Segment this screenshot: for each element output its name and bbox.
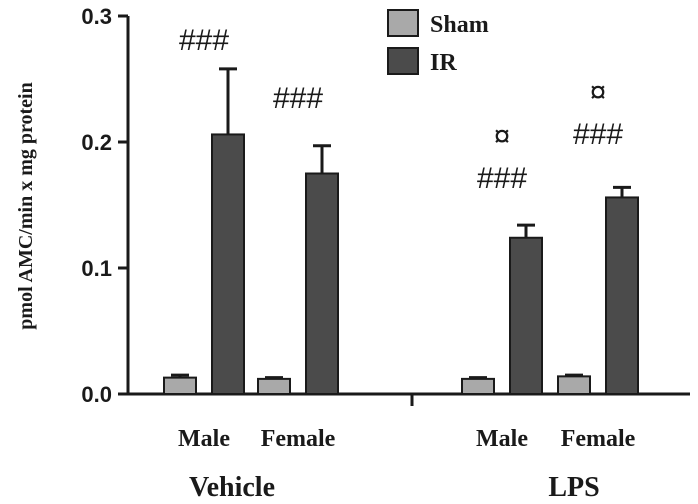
bar-ir [211, 133, 245, 395]
legend-swatch-sham [387, 9, 419, 37]
y-tick-label: 0.0 [81, 382, 112, 407]
bar-ir [305, 172, 339, 395]
significance-annotation: ### [477, 162, 527, 195]
bar-ir [605, 196, 639, 395]
bar-sham [461, 377, 495, 396]
significance-annotation: ¤ [590, 76, 607, 109]
significance-annotation: ### [573, 118, 623, 151]
y-axis-label: pmol AMC/min x mg protein [15, 82, 37, 329]
x-category-label: Female [561, 426, 636, 452]
significance-annotation: ### [273, 82, 323, 115]
y-tick-label: 0.1 [81, 256, 112, 281]
x-category-label: Female [261, 426, 336, 452]
bar-sham [257, 377, 291, 396]
x-group-label: Vehicle [189, 472, 275, 503]
significance-annotation: ¤ [494, 120, 511, 153]
x-category-label: Male [178, 426, 230, 452]
legend-label: IR [430, 50, 457, 76]
y-tick-label: 0.2 [81, 130, 112, 155]
y-tick-label: 0.3 [81, 4, 112, 29]
significance-annotation: ### [179, 24, 229, 57]
legend-swatch-ir [387, 47, 419, 75]
bar-sham [163, 376, 197, 395]
bar-sham [557, 375, 591, 395]
x-category-label: Male [476, 426, 528, 452]
bar-ir [509, 236, 543, 395]
legend-label: Sham [430, 12, 489, 38]
x-group-label: LPS [548, 472, 599, 503]
